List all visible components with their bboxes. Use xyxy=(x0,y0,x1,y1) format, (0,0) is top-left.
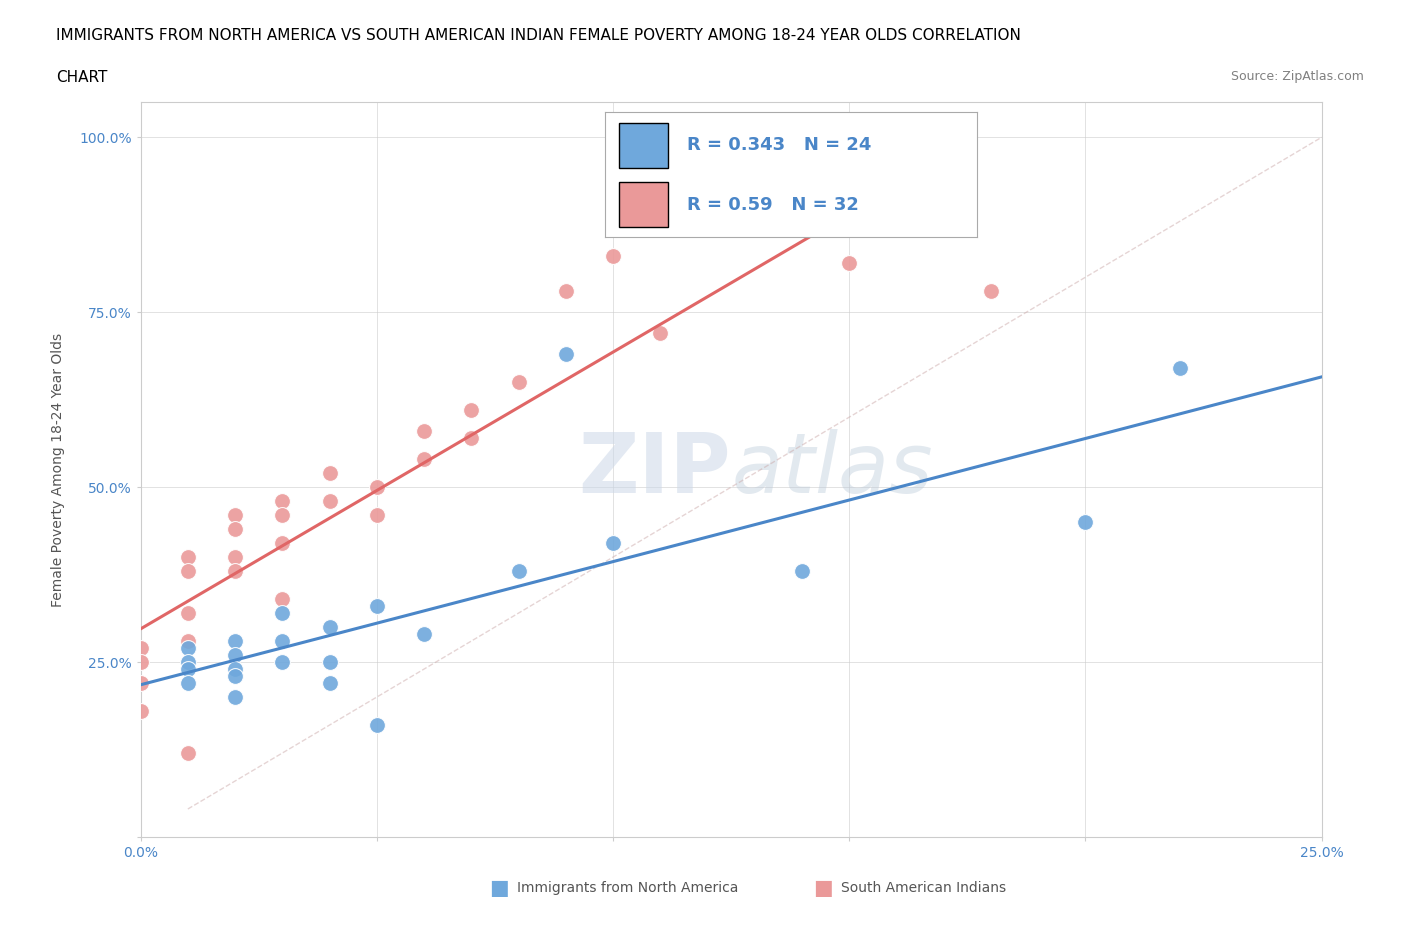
Point xyxy=(177,605,200,620)
Point xyxy=(129,655,152,670)
Point xyxy=(838,256,860,271)
Point xyxy=(129,704,152,719)
Point xyxy=(460,431,482,445)
Point xyxy=(224,647,246,662)
Point xyxy=(413,452,436,467)
Point xyxy=(318,494,340,509)
Point xyxy=(366,508,388,523)
Point xyxy=(413,424,436,439)
Point xyxy=(177,746,200,761)
Text: atlas: atlas xyxy=(731,429,932,511)
Point xyxy=(271,494,294,509)
Point xyxy=(318,675,340,690)
Text: ZIP: ZIP xyxy=(579,429,731,511)
Point xyxy=(177,564,200,578)
Point xyxy=(460,403,482,418)
Text: South American Indians: South American Indians xyxy=(841,881,1005,896)
Point xyxy=(508,564,530,578)
Point xyxy=(129,641,152,656)
Point xyxy=(318,619,340,634)
Point xyxy=(224,690,246,705)
Point xyxy=(271,536,294,551)
Point xyxy=(129,675,152,690)
Point xyxy=(554,284,576,299)
FancyBboxPatch shape xyxy=(620,182,668,227)
FancyBboxPatch shape xyxy=(620,123,668,168)
Y-axis label: Female Poverty Among 18-24 Year Olds: Female Poverty Among 18-24 Year Olds xyxy=(51,333,65,606)
Point xyxy=(177,550,200,565)
Point xyxy=(1168,361,1191,376)
Point xyxy=(177,641,200,656)
Point xyxy=(224,522,246,537)
Point xyxy=(980,284,1002,299)
Point xyxy=(271,591,294,606)
Point xyxy=(650,326,672,340)
Point xyxy=(224,508,246,523)
Point xyxy=(177,675,200,690)
Text: Immigrants from North America: Immigrants from North America xyxy=(517,881,738,896)
Point xyxy=(224,550,246,565)
Point xyxy=(366,599,388,614)
Point xyxy=(177,661,200,676)
Text: CHART: CHART xyxy=(56,70,108,85)
Point xyxy=(318,466,340,481)
Point xyxy=(177,655,200,670)
Point xyxy=(1074,514,1097,529)
Point xyxy=(602,249,624,264)
Point xyxy=(602,536,624,551)
Text: Source: ZipAtlas.com: Source: ZipAtlas.com xyxy=(1230,70,1364,83)
Text: R = 0.343   N = 24: R = 0.343 N = 24 xyxy=(686,137,870,154)
Point xyxy=(508,375,530,390)
Point xyxy=(224,661,246,676)
Text: ■: ■ xyxy=(489,878,509,898)
Point xyxy=(224,669,246,684)
Point xyxy=(554,347,576,362)
Point xyxy=(790,564,813,578)
Point xyxy=(224,633,246,648)
Text: IMMIGRANTS FROM NORTH AMERICA VS SOUTH AMERICAN INDIAN FEMALE POVERTY AMONG 18-2: IMMIGRANTS FROM NORTH AMERICA VS SOUTH A… xyxy=(56,28,1021,43)
Point xyxy=(271,605,294,620)
Text: ■: ■ xyxy=(813,878,832,898)
Point xyxy=(271,508,294,523)
Point xyxy=(177,633,200,648)
Point xyxy=(744,179,766,193)
Point xyxy=(271,655,294,670)
Point xyxy=(271,633,294,648)
Point xyxy=(224,564,246,578)
Text: R = 0.59   N = 32: R = 0.59 N = 32 xyxy=(686,195,859,214)
Point xyxy=(366,480,388,495)
Point xyxy=(318,655,340,670)
Point xyxy=(366,718,388,733)
Point xyxy=(413,627,436,642)
